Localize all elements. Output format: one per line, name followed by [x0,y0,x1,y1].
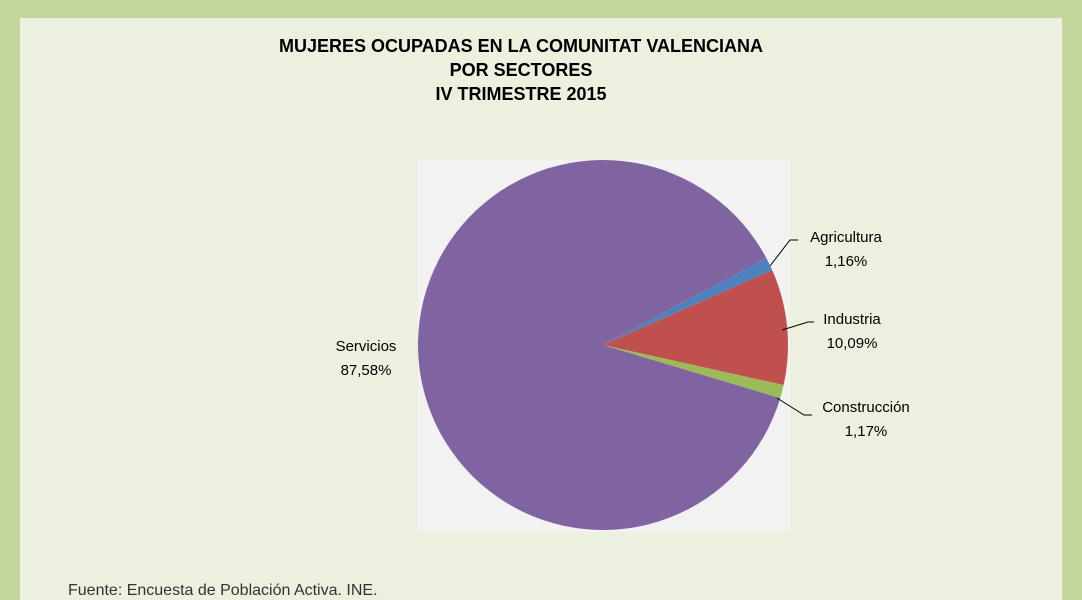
slice [603,345,784,399]
slice-label: Industria [823,311,881,328]
chart-title: IV TRIMESTRE 2015 [435,84,606,104]
source: Fuente: Encuesta de Población Activa. IN… [68,582,378,599]
slice-label: Construcción [822,399,910,416]
value-label: 1,17% [845,423,888,440]
value-label: 1,16% [825,253,868,270]
chart-title: MUJERES OCUPADAS EN LA COMUNITAT VALENCI… [279,36,763,56]
leader-line [776,397,812,416]
value-label: 87,58% [341,362,392,379]
slice [603,258,773,345]
slice-label: Agricultura [810,229,882,246]
slice [603,270,788,386]
value-label: 10,09% [827,335,878,352]
leader-line [781,321,814,331]
slice-label: Servicios [336,338,397,355]
chart-title: POR SECTORES [450,60,593,80]
slice [418,160,781,531]
leader-line [769,239,798,267]
